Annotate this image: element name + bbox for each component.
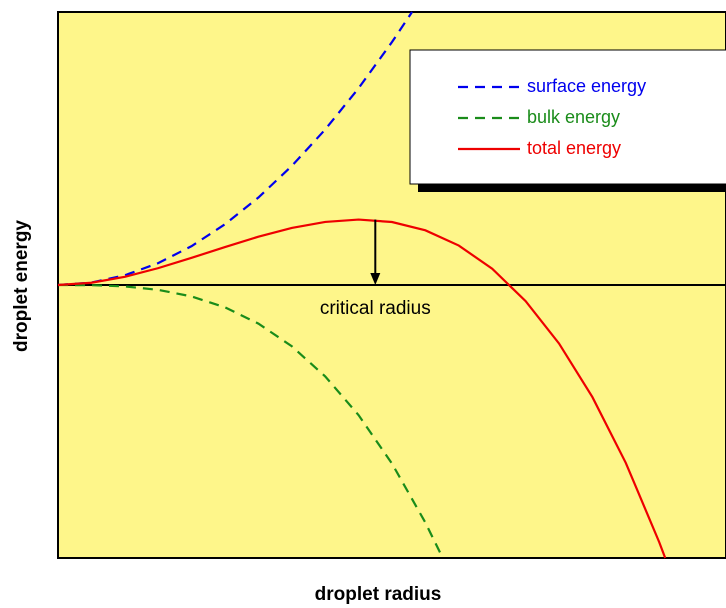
series-line — [57, 11, 413, 287]
legend-label: bulk energy — [527, 107, 620, 127]
legend-label: surface energy — [527, 76, 646, 96]
arrow-head — [370, 273, 381, 285]
legend-label: total energy — [527, 138, 621, 158]
x-axis-label: droplet radius — [315, 584, 442, 605]
legend-box — [409, 49, 726, 185]
y-axis-label: droplet energy — [11, 220, 32, 352]
annotation-text: critical radius — [320, 298, 431, 319]
series-line — [57, 283, 444, 559]
